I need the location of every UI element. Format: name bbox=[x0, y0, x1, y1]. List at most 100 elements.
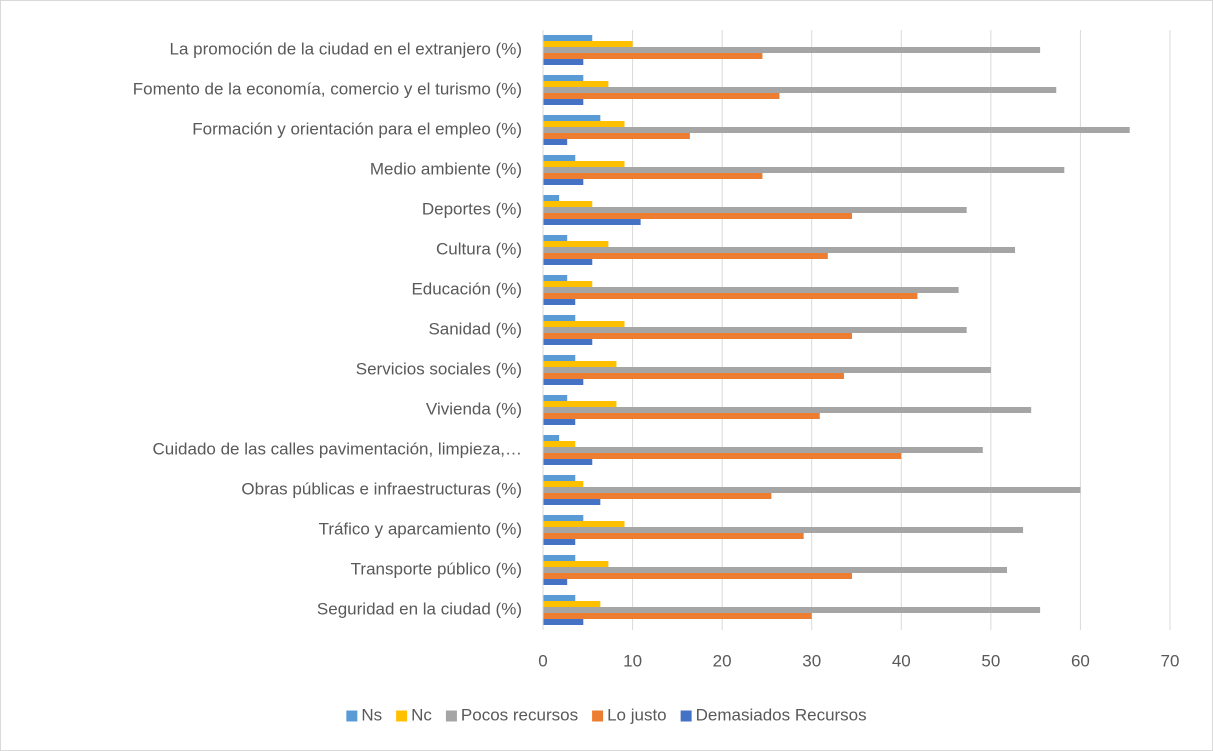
bar bbox=[543, 521, 625, 527]
legend-label: Nc bbox=[411, 705, 432, 724]
bar bbox=[543, 379, 584, 385]
bar bbox=[543, 207, 967, 213]
y-tick-label: Deportes (%) bbox=[422, 199, 522, 218]
bar bbox=[543, 287, 959, 293]
bar bbox=[543, 401, 617, 407]
bar bbox=[543, 595, 576, 601]
legend-label: Ns bbox=[361, 705, 382, 724]
y-tick-label: Transporte público (%) bbox=[351, 559, 522, 578]
y-tick-label: Cuidado de las calles pavimentación, lim… bbox=[153, 439, 522, 458]
legend-label: Demasiados Recursos bbox=[696, 705, 867, 724]
y-tick-label: Formación y orientación para el empleo (… bbox=[192, 119, 522, 138]
bar bbox=[543, 361, 617, 367]
bar bbox=[543, 499, 601, 505]
x-tick-label: 60 bbox=[1071, 651, 1090, 670]
bar bbox=[543, 35, 593, 41]
bar bbox=[543, 459, 593, 465]
bar bbox=[543, 87, 1057, 93]
bar bbox=[543, 41, 633, 47]
bar bbox=[543, 133, 690, 139]
bar bbox=[543, 179, 584, 185]
bar bbox=[543, 81, 609, 87]
bar bbox=[543, 259, 593, 265]
bar bbox=[543, 161, 625, 167]
y-tick-label: Servicios sociales (%) bbox=[356, 359, 522, 378]
bar bbox=[543, 539, 576, 545]
y-tick-label: Cultura (%) bbox=[436, 239, 522, 258]
bar bbox=[543, 555, 576, 561]
bar bbox=[543, 115, 601, 121]
bar bbox=[543, 441, 576, 447]
bar bbox=[543, 367, 991, 373]
bar bbox=[543, 613, 812, 619]
bar bbox=[543, 275, 568, 281]
bar bbox=[543, 407, 1032, 413]
bar bbox=[543, 579, 568, 585]
y-tick-label: Fomento de la economía, comercio y el tu… bbox=[133, 79, 522, 98]
legend-swatch bbox=[680, 710, 692, 722]
legend-swatch bbox=[346, 710, 358, 722]
bar bbox=[543, 53, 763, 59]
bar bbox=[543, 515, 584, 521]
x-tick-label: 70 bbox=[1161, 651, 1180, 670]
y-tick-label: Seguridad en la ciudad (%) bbox=[317, 599, 522, 618]
bar bbox=[543, 321, 625, 327]
bar bbox=[543, 121, 625, 127]
bar bbox=[543, 573, 853, 579]
bar bbox=[543, 167, 1065, 173]
bar bbox=[543, 527, 1024, 533]
bar bbox=[543, 487, 1081, 493]
bar bbox=[543, 333, 853, 339]
bar bbox=[543, 253, 828, 259]
bar bbox=[543, 419, 576, 425]
bar bbox=[543, 247, 1016, 253]
legend-label: Pocos recursos bbox=[461, 705, 578, 724]
bar bbox=[543, 293, 918, 299]
y-tick-label: Sanidad (%) bbox=[428, 319, 522, 338]
x-tick-label: 40 bbox=[892, 651, 911, 670]
y-tick-label: Obras públicas e infraestructuras (%) bbox=[241, 479, 522, 498]
bar bbox=[543, 475, 576, 481]
y-tick-label: Medio ambiente (%) bbox=[370, 159, 522, 178]
bar bbox=[543, 601, 601, 607]
y-tick-label: La promoción de la ciudad en el extranje… bbox=[170, 39, 522, 58]
bar bbox=[543, 453, 902, 459]
bar bbox=[543, 173, 763, 179]
bar bbox=[543, 235, 568, 241]
bar bbox=[543, 213, 853, 219]
bar bbox=[543, 339, 593, 345]
x-tick-label: 30 bbox=[802, 651, 821, 670]
bar bbox=[543, 561, 609, 567]
bar bbox=[543, 607, 1041, 613]
bar bbox=[543, 447, 983, 453]
bar bbox=[543, 395, 568, 401]
bar bbox=[543, 155, 576, 161]
x-tick-label: 10 bbox=[623, 651, 642, 670]
bar bbox=[543, 567, 1007, 573]
bar bbox=[543, 373, 844, 379]
legend-label: Lo justo bbox=[607, 705, 667, 724]
bar bbox=[543, 355, 576, 361]
y-tick-label: Educación (%) bbox=[411, 279, 522, 298]
bar bbox=[543, 241, 609, 247]
x-tick-label: 50 bbox=[981, 651, 1000, 670]
y-tick-label: Tráfico y aparcamiento (%) bbox=[319, 519, 522, 538]
bar bbox=[543, 315, 576, 321]
bar bbox=[543, 327, 967, 333]
bar bbox=[543, 413, 820, 419]
bar bbox=[543, 481, 584, 487]
bar bbox=[543, 201, 593, 207]
bar bbox=[543, 299, 576, 305]
bar bbox=[543, 281, 593, 287]
bar bbox=[543, 493, 772, 499]
bar bbox=[543, 75, 584, 81]
legend-swatch bbox=[592, 710, 604, 722]
legend-swatch bbox=[396, 710, 408, 722]
x-tick-label: 20 bbox=[713, 651, 732, 670]
bar bbox=[543, 619, 584, 625]
legend-swatch bbox=[445, 710, 457, 722]
bar bbox=[543, 127, 1130, 133]
bar bbox=[543, 59, 584, 65]
bar bbox=[543, 93, 780, 99]
